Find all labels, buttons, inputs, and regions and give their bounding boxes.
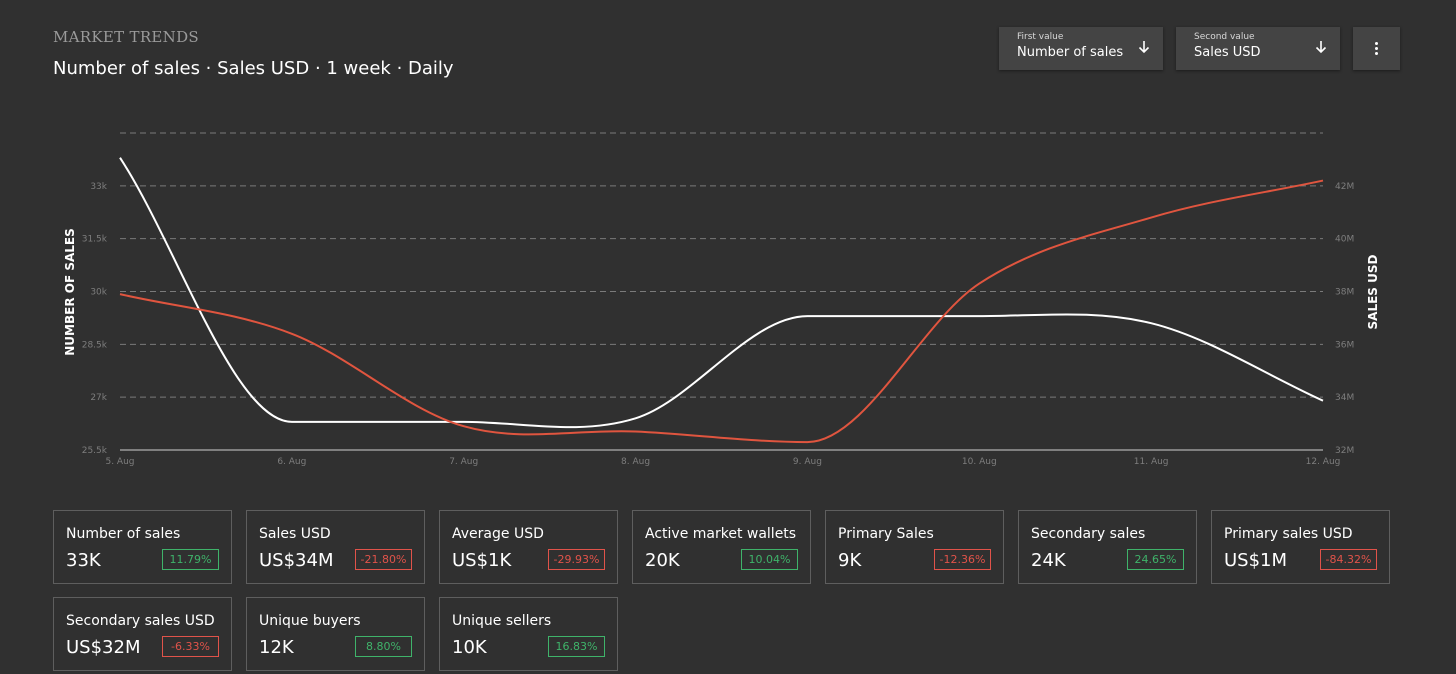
left-tick-label: 31.5k [82,235,108,245]
chart-title: Number of sales · Sales USD · 1 week · D… [53,58,454,79]
stat-value: 9K [838,550,862,571]
stat-value: US$1M [1224,550,1288,571]
stat-value: 10K [452,637,487,658]
stat-label: Secondary sales USD [66,613,215,629]
x-tick-label: 5. Aug [105,457,134,467]
stat-card: Unique sellers 10K 16.83% [439,597,618,671]
x-tick-label: 8. Aug [621,457,650,467]
stat-label: Unique buyers [259,613,361,629]
stat-value: 20K [645,550,680,571]
right-axis-title: SALES USD [1366,254,1380,329]
line-chart: 25.5k 27k 28.5k 30k 31.5k 33k 32M 34M 36M 38M 40M 4… [63,132,1380,467]
first-value-caption: First value [1017,32,1064,42]
stat-card: Average USD US$1K -29.93% [439,510,618,584]
left-axis-title: NUMBER OF SALES [63,228,77,355]
stat-card: Unique buyers 12K 8.80% [246,597,425,671]
change-badge: 10.04% [741,549,798,570]
left-tick-label: 30k [90,288,107,298]
section-eyebrow: MARKET TRENDS [53,28,199,46]
right-tick-label: 40M [1335,235,1354,245]
stat-card: Secondary sales 24K 24.65% [1018,510,1197,584]
first-value-selected: Number of sales [1017,45,1124,60]
left-tick-label: 25.5k [82,446,108,456]
change-badge: 24.65% [1127,549,1184,570]
series-line-sales-usd [119,179,1324,444]
right-tick-label: 38M [1335,288,1354,298]
stat-label: Primary sales USD [1224,526,1353,542]
stat-card: Active market wallets 20K 10.04% [632,510,811,584]
right-tick-label: 34M [1335,393,1354,403]
arrow-down-icon [1315,41,1327,54]
change-badge: 11.79% [162,549,219,570]
stat-card: Sales USD US$34M -21.80% [246,510,425,584]
change-badge: -29.93% [548,549,605,570]
stat-value: 33K [66,550,101,571]
left-tick-label: 27k [90,393,107,403]
stat-card: Number of sales 33K 11.79% [53,510,232,584]
stat-label: Active market wallets [645,526,797,542]
x-tick-label: 11. Aug [1134,457,1169,467]
x-tick-label: 12. Aug [1306,457,1341,467]
change-badge: 8.80% [355,636,412,657]
first-value-select[interactable]: First value Number of sales [999,27,1163,70]
x-tick-label: 10. Aug [962,457,997,467]
change-badge: 16.83% [548,636,605,657]
arrow-down-icon [1138,41,1150,54]
stat-card: Primary sales USD US$1M -84.32% [1211,510,1390,584]
stat-card: Primary Sales 9K -12.36% [825,510,1004,584]
x-tick-label: 7. Aug [449,457,478,467]
right-tick-label: 32M [1335,446,1354,456]
stat-value: 24K [1031,550,1066,571]
left-tick-label: 33k [90,182,107,192]
second-value-select[interactable]: Second value Sales USD [1176,27,1340,70]
left-tick-label: 28.5k [82,340,108,350]
second-value-caption: Second value [1194,32,1255,42]
stat-label: Primary Sales [838,526,934,542]
stat-card: Secondary sales USD US$32M -6.33% [53,597,232,671]
change-badge: -84.32% [1320,549,1377,570]
right-tick-label: 36M [1335,340,1354,350]
change-badge: -12.36% [934,549,991,570]
x-tick-label: 6. Aug [277,457,306,467]
stat-value: 12K [259,637,294,658]
stat-label: Number of sales [66,526,181,542]
more-options-button[interactable] [1353,27,1400,70]
stat-value: US$34M [259,550,334,571]
second-value-selected: Sales USD [1194,45,1261,60]
stat-label: Sales USD [259,526,331,542]
change-badge: -6.33% [162,636,219,657]
stat-label: Secondary sales [1031,526,1146,542]
stat-value: US$32M [66,637,141,658]
stat-label: Average USD [452,526,544,542]
series-line-number-of-sales [119,157,1324,429]
stat-value: US$1K [452,550,512,571]
stat-label: Unique sellers [452,613,552,629]
change-badge: -21.80% [355,549,412,570]
x-tick-label: 9. Aug [793,457,822,467]
right-tick-label: 42M [1335,182,1354,192]
